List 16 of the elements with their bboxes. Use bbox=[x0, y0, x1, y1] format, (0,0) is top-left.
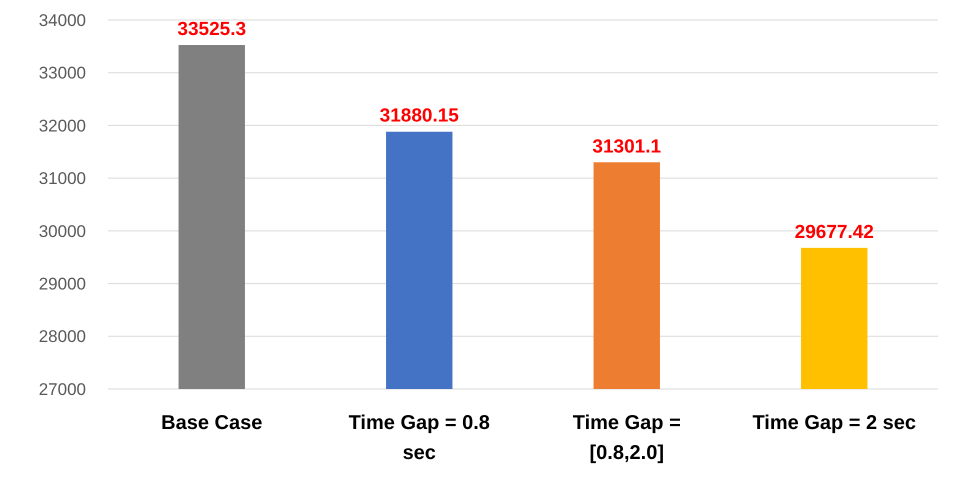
y-tick-label: 34000 bbox=[38, 10, 86, 30]
y-tick-label: 30000 bbox=[38, 222, 86, 241]
y-tick-label: 32000 bbox=[38, 116, 86, 136]
data-label: 33525.3 bbox=[177, 19, 246, 40]
x-tick-label: Time Gap = [0.8,2.0] bbox=[572, 412, 681, 464]
x-tick-label: Base Case bbox=[161, 412, 262, 434]
y-tick-label: 27000 bbox=[38, 380, 86, 399]
y-tick-label: 33000 bbox=[38, 64, 86, 83]
x-tick-label: Time Gap = 2 sec bbox=[752, 412, 916, 434]
data-label: 31301.1 bbox=[592, 136, 662, 158]
y-tick-label: 31000 bbox=[38, 169, 86, 188]
y-tick-label: 29000 bbox=[38, 274, 86, 294]
data-label: 31880.15 bbox=[380, 106, 460, 127]
data-label: 29677.42 bbox=[794, 222, 874, 243]
x-tick-label: Time Gap = 0.8 sec bbox=[348, 412, 490, 464]
y-tick-label: 28000 bbox=[38, 327, 86, 346]
